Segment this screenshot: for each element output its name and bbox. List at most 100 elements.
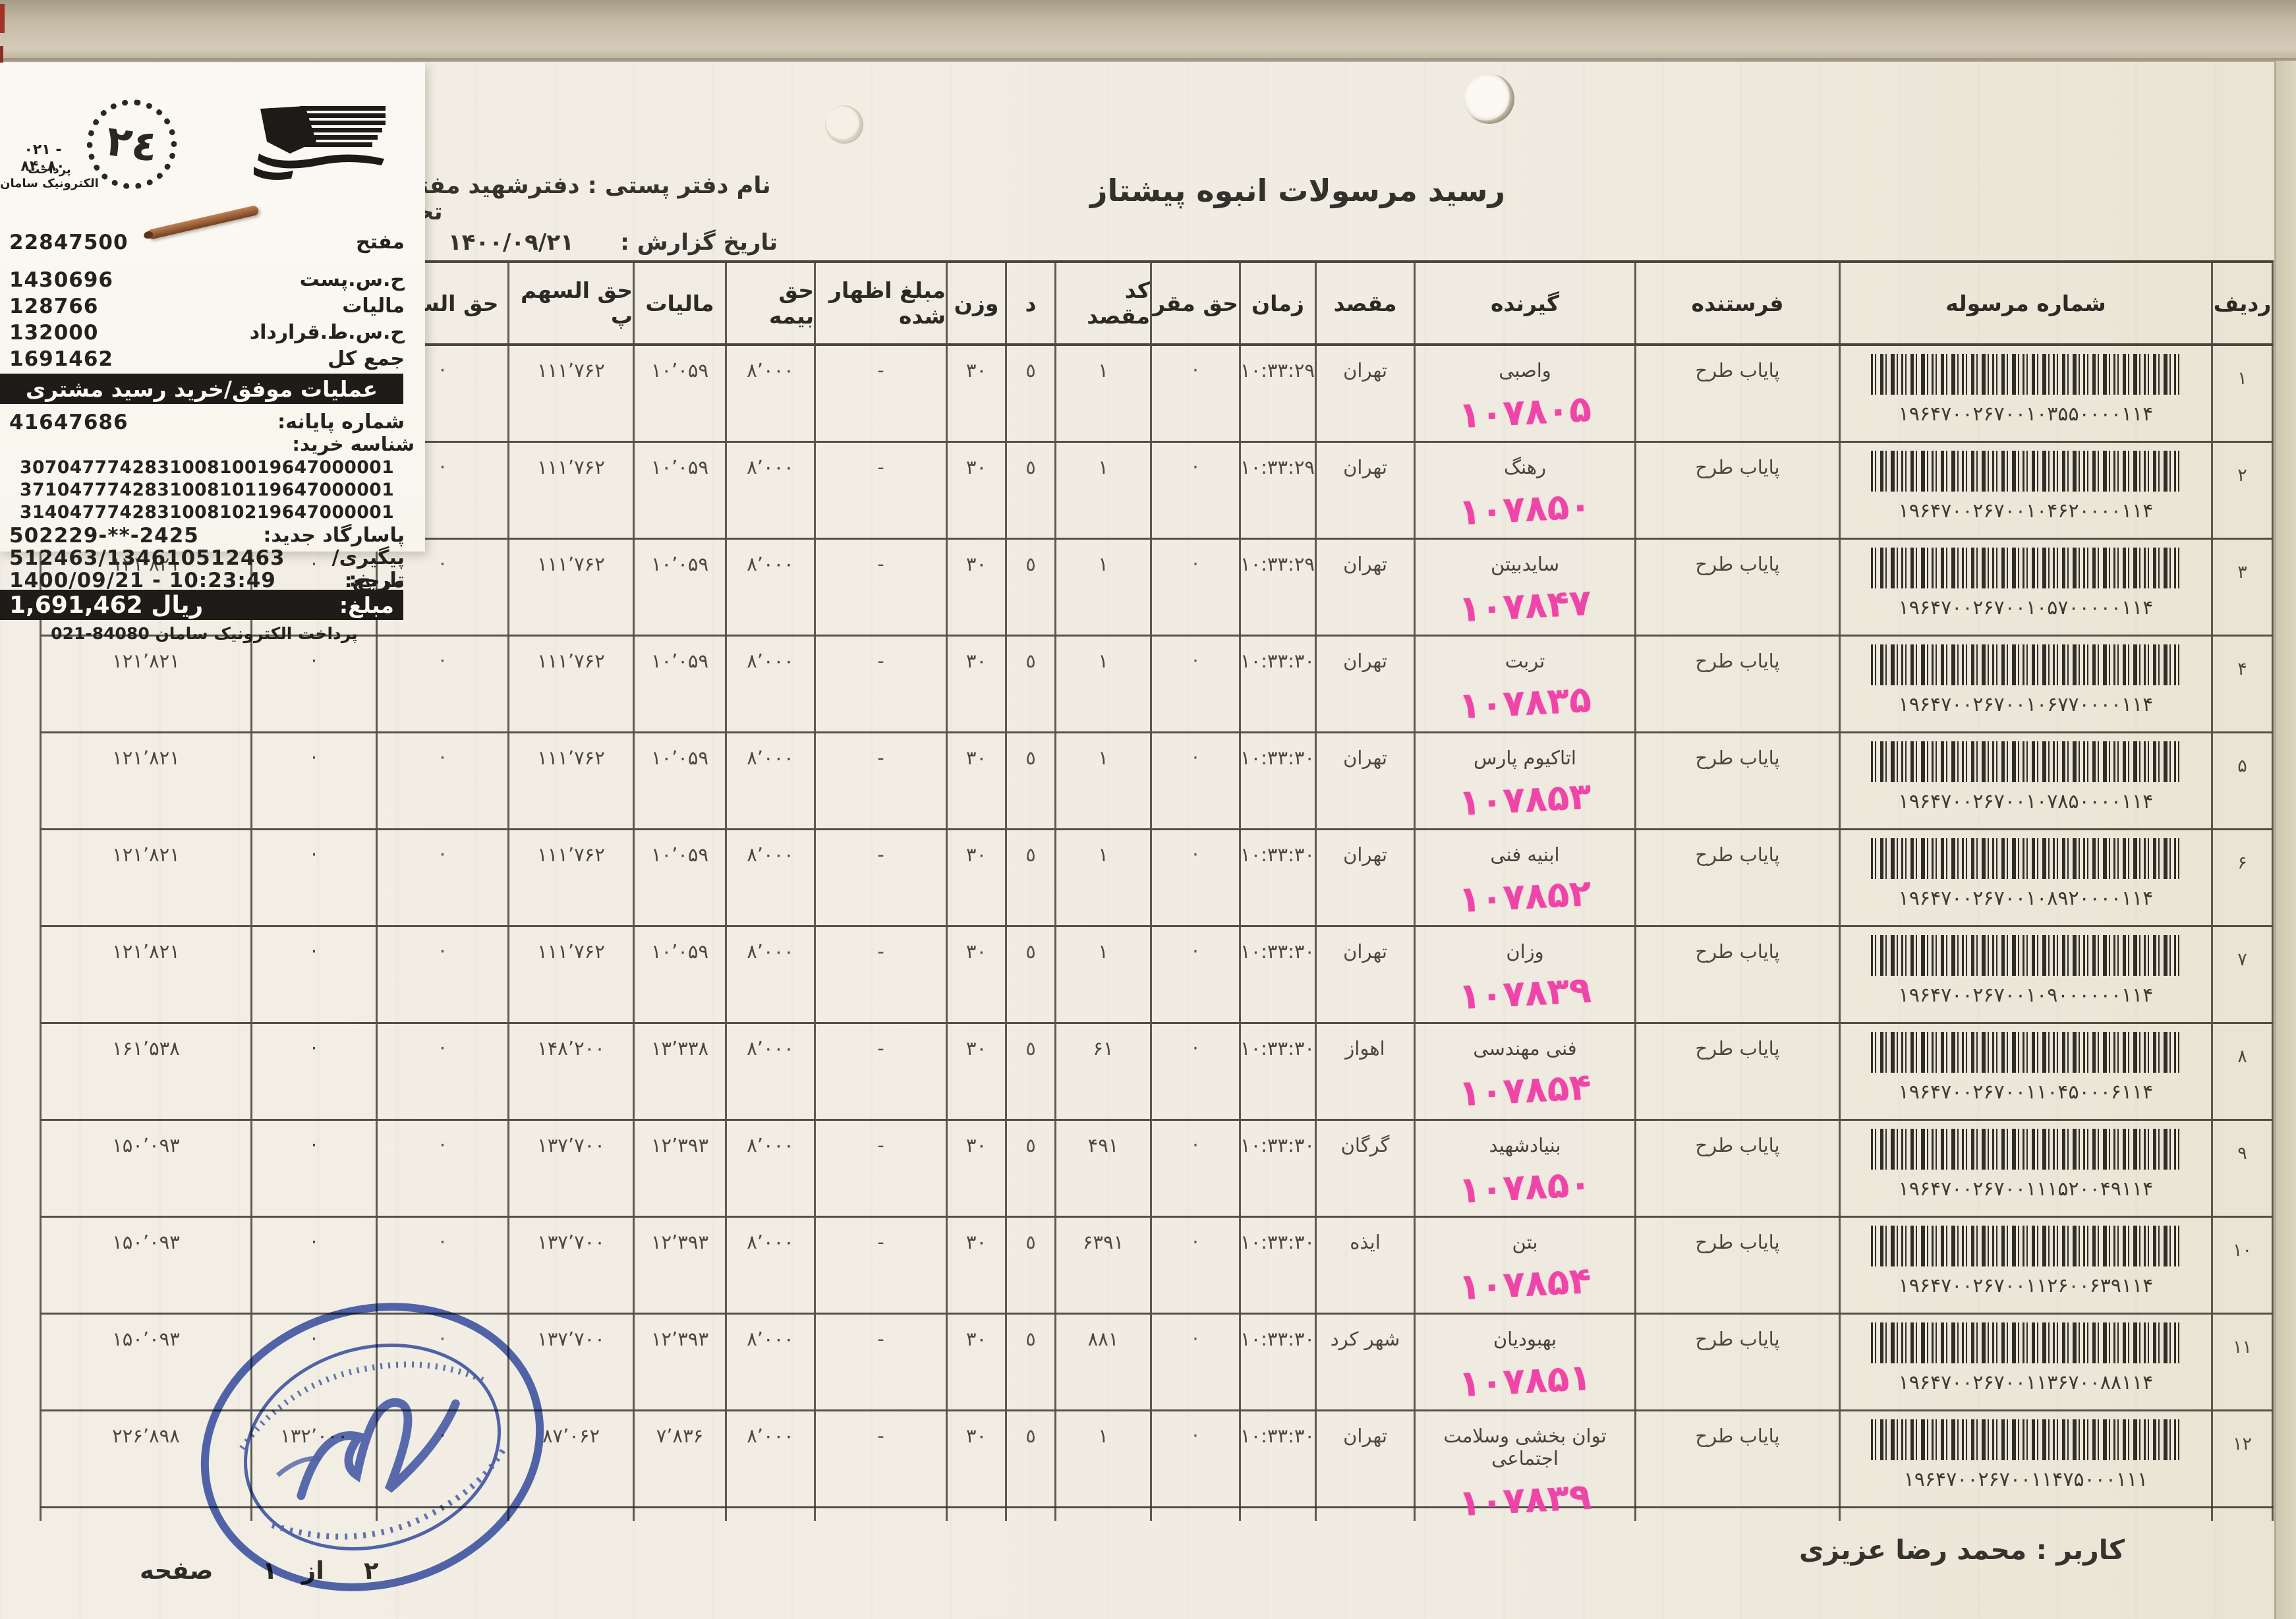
destination-code: ۱	[1054, 346, 1150, 441]
post-office-line: نام دفتر پستی : دفترشهید مفتح تحه	[403, 173, 772, 225]
share-p: ۱۳۷٬۷۰۰	[507, 1121, 633, 1216]
terminal-value: 41647686	[9, 411, 129, 434]
handwritten-code: ۱۰۷۸۳۵	[1457, 677, 1593, 727]
punch-hole	[1464, 74, 1514, 124]
tax: ۱۰٬۰۵۹	[633, 637, 725, 731]
purchase-id: 371047774283100810119647000001	[20, 480, 395, 500]
receipt-amount-row: ح.س.پست 1430696	[9, 268, 405, 292]
purchase-id: 314047774283100810219647000001	[20, 502, 395, 523]
declared-value: -	[814, 1315, 946, 1409]
time: ۱۰:۳۳:۳۰	[1239, 1218, 1315, 1313]
column-header: مالیات	[633, 263, 725, 343]
tax: ۱۰٬۰۵۹	[633, 346, 725, 441]
destination-code: ۱	[1054, 733, 1150, 828]
terminal-label: شماره پایانه:	[277, 411, 405, 434]
punch-hole	[825, 105, 863, 144]
table-row: ۱۲ ۱۹۶۴۷۰۰۲۶۷۰۰۱۱۴۷۵۰۰۰۱۱۱ پایاب طرح توا…	[40, 1411, 2274, 1524]
receipt-amount-bar: مبلغ: 1,691,462 ریال	[0, 590, 403, 620]
receiver-name: واصبی	[1499, 359, 1551, 382]
share-p: ۱۱۱٬۷۶۲	[507, 927, 633, 1022]
extra-col-a: ۱۲۱٬۸۲۱	[40, 540, 250, 635]
receipt-status-bar: عملیات موفق/خرید رسید مشتری	[0, 374, 403, 404]
tax: ۱۲٬۳۹۳	[633, 1315, 725, 1409]
amount-label: مبلغ:	[339, 592, 394, 618]
insurance-fee: ۸٬۰۰۰	[725, 830, 814, 925]
time: ۱۰:۳۳:۳۰	[1239, 1024, 1315, 1119]
destination: ایذه	[1315, 1218, 1414, 1313]
base-fee: ·	[1150, 540, 1239, 635]
receiver-cell: توان بخشی وسلامت اجتماعی ۱۰۷۸۳۹	[1414, 1411, 1634, 1524]
sender: پایاب طرح	[1634, 637, 1839, 731]
destination-code: ۱	[1054, 1411, 1150, 1521]
table-row: ۲ ۱۹۶۴۷۰۰۲۶۷۰۰۱۰۴۶۲۰۰۰۰۱۱۴ پایاب طرح رهن…	[40, 443, 2274, 540]
d-flag: ٥	[1005, 540, 1054, 635]
weight: ۳۰	[946, 830, 1005, 925]
tracking-cell: ۱۹۶۴۷۰۰۲۶۷۰۰۱۰۶۷۷۰۰۰۰۱۱۴	[1839, 637, 2211, 731]
receipt-amount-row: ح.س.ط.قرارداد 132000	[9, 321, 405, 345]
tracking-number: ۱۹۶۴۷۰۰۲۶۷۰۰۱۱۱۵۲۰۰۴۹۱۱۴	[1898, 1178, 2154, 1201]
destination: اهواز	[1315, 1024, 1414, 1119]
column-header: مقصد	[1315, 263, 1414, 343]
receiver-cell: فنی مهندسی ۱۰۷۸۵۴	[1414, 1024, 1634, 1119]
destination: تهران	[1315, 1411, 1414, 1521]
time: ۱۰:۳۳:۳۰	[1239, 1411, 1315, 1521]
weight: ۳۰	[946, 733, 1005, 828]
extra-col-a: ۱۶۱٬۵۳۸	[40, 1024, 250, 1119]
card-value: 502229-**-2425	[9, 524, 199, 548]
time: ۱۰:۳۳:۲۹	[1239, 443, 1315, 538]
receiver-name: توان بخشی وسلامت اجتماعی	[1443, 1425, 1607, 1469]
scan-edge-mark	[0, 4, 5, 33]
barcode-icon	[1871, 1419, 2181, 1460]
base-fee: ·	[1150, 1218, 1239, 1313]
tracking-cell: ۱۹۶۴۷۰۰۲۶۷۰۰۱۱۱۵۲۰۰۴۹۱۱۴	[1839, 1121, 2211, 1216]
approval-stamp-icon	[200, 1303, 544, 1591]
d-flag: ٥	[1005, 1121, 1054, 1216]
post-office-value: دفترشهید مفتح تحه	[403, 173, 580, 225]
purchase-id-label: شناسه خرید:	[292, 433, 415, 455]
table-row: ۵ ۱۹۶۴۷۰۰۲۶۷۰۰۱۰۷۸۵۰۰۰۰۱۱۴ پایاب طرح اتا…	[40, 733, 2274, 830]
weight: ۳۰	[946, 443, 1005, 538]
extra-col-b: ·	[250, 540, 376, 635]
barcode-icon	[1871, 451, 2181, 492]
d-flag: ٥	[1005, 637, 1054, 731]
handwritten-code: ۱۰۷۸۳۹	[1457, 968, 1593, 1018]
weight: ۳۰	[946, 540, 1005, 635]
card-label: پاسارگاد جدید:	[263, 524, 405, 547]
insurance-fee: ۸٬۰۰۰	[725, 1411, 814, 1521]
tracking-number: ۱۹۶۴۷۰۰۲۶۷۰۰۱۰۷۸۵۰۰۰۰۱۱۴	[1898, 790, 2154, 813]
column-header: شماره مرسوله	[1839, 263, 2211, 343]
tax: ۷٬۸۳۶	[633, 1411, 725, 1521]
extra-col-b: ·	[250, 1121, 376, 1216]
destination-code: ۱	[1054, 927, 1150, 1022]
receipt-amount-row: مفتح 22847500	[9, 231, 405, 254]
receipt-value: 1691462	[9, 347, 113, 371]
post-company-logo-icon	[254, 106, 386, 180]
table-header-row: ردیف شماره مرسوله فرستنده گیرنده مقصد زم…	[40, 260, 2274, 346]
table-row: ۴ ۱۹۶۴۷۰۰۲۶۷۰۰۱۰۶۷۷۰۰۰۰۱۱۴ پایاب طرح ترب…	[40, 637, 2274, 733]
barcode-icon	[1871, 838, 2181, 879]
time: ۱۰:۳۳:۳۰	[1239, 1315, 1315, 1409]
declared-value: -	[814, 927, 946, 1022]
handwritten-code: ۱۰۷۸۵۴	[1457, 1065, 1593, 1115]
share: ·	[376, 1315, 507, 1409]
barcode-icon	[1871, 644, 2181, 685]
d-flag: ٥	[1005, 1411, 1054, 1521]
column-header: زمان	[1239, 263, 1315, 343]
barcode-icon	[1871, 1226, 2181, 1266]
handwritten-code: ۱۰۷۸۰۵	[1457, 387, 1593, 437]
tracking-number: ۱۹۶۴۷۰۰۲۶۷۰۰۱۰۴۶۲۰۰۰۰۱۱۴	[1898, 499, 2154, 523]
row-index: ۹	[2211, 1121, 2274, 1216]
saman-brand: پرداخت الکترونیک سامان	[0, 163, 99, 190]
receipt-ref-row: پیگیری/مرجع: 512463/134610512463	[9, 546, 405, 592]
destination-code: ۸۸۱	[1054, 1315, 1150, 1409]
time: ۱۰:۳۳:۳۰	[1239, 830, 1315, 925]
tax: ۱۰٬۰۵۹	[633, 927, 725, 1022]
row-index: ۳	[2211, 540, 2274, 635]
extra-col-a: ۱۲۱٬۸۲۱	[40, 733, 250, 828]
insurance-fee: ۸٬۰۰۰	[725, 443, 814, 538]
table-row: ۸ ۱۹۶۴۷۰۰۲۶۷۰۰۱۱۰۴۵۰۰۰۶۱۱۴ پایاب طرح فنی…	[40, 1024, 2274, 1121]
receiver-name: ابنیه فنی	[1490, 843, 1560, 866]
receipt-label: مالیات	[342, 295, 405, 318]
insurance-fee: ۸٬۰۰۰	[725, 540, 814, 635]
tracking-number: ۱۹۶۴۷۰۰۲۶۷۰۰۱۰۵۷۰۰۰۰۰۱۱۴	[1898, 596, 2154, 619]
